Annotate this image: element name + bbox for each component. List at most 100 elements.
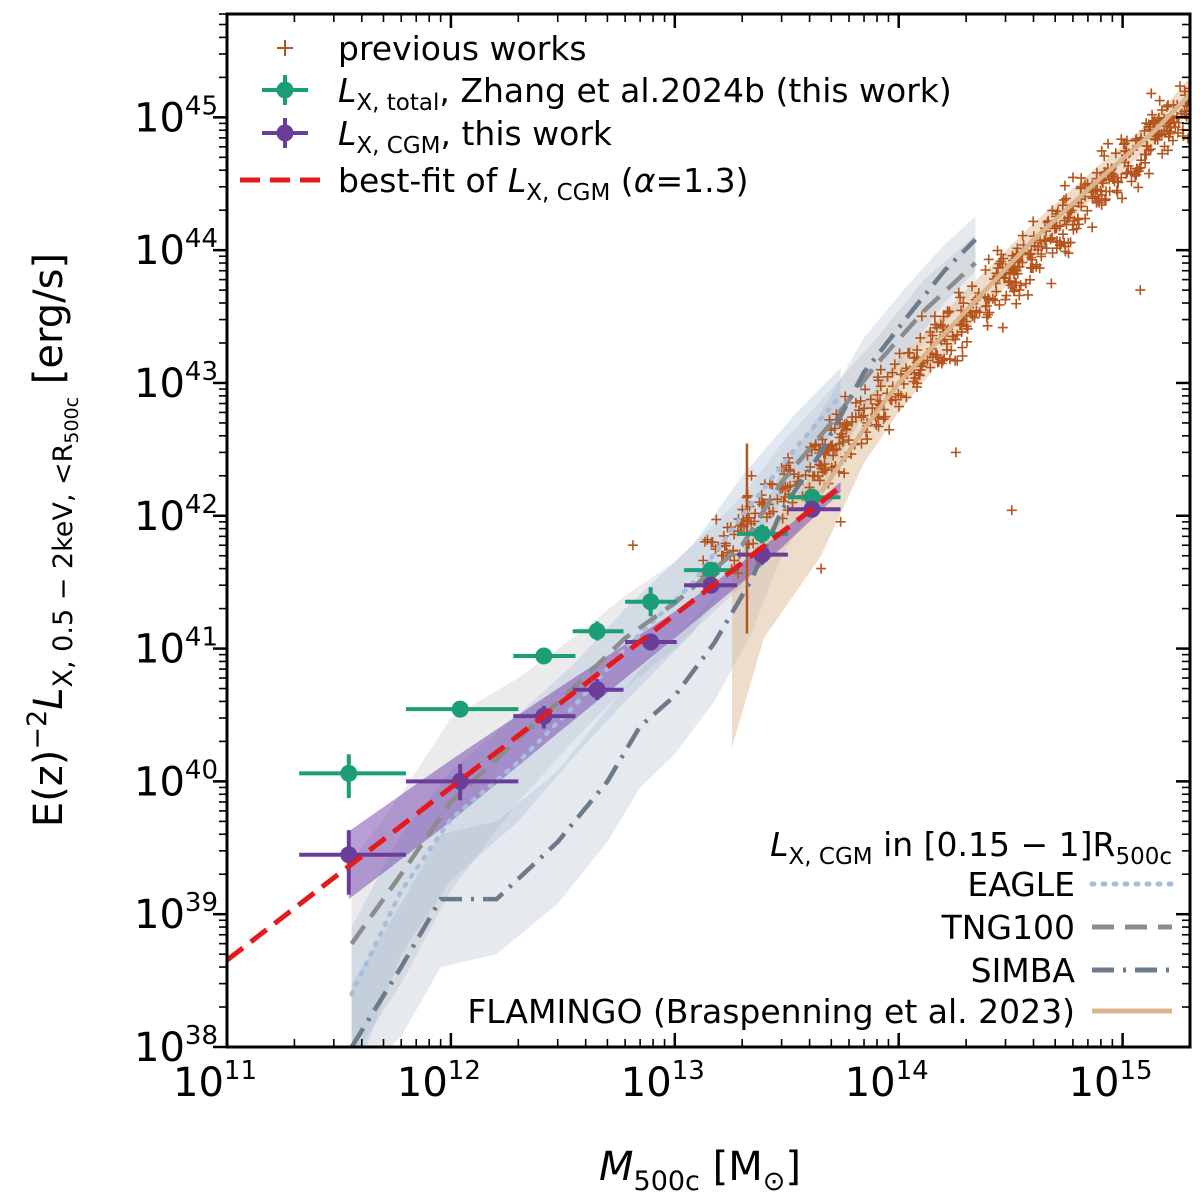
previous-works-point [952, 329, 963, 340]
previous-works-point [950, 334, 961, 345]
previous-works-point [967, 281, 977, 292]
previous-works-point [1082, 205, 1093, 216]
previous-works-point [1007, 283, 1018, 293]
svg-text:M500c [M⊙]: M500c [M⊙] [599, 1144, 801, 1197]
previous-works-point [1027, 254, 1038, 265]
legend-total-marker [276, 81, 294, 99]
previous-works-point [982, 320, 993, 331]
previous-works-point [880, 411, 891, 422]
previous-works-point [1116, 172, 1127, 183]
legend-total-label: LX, total, Zhang et al.2024b (this work) [338, 71, 952, 116]
previous-works-point [856, 438, 867, 449]
previous-works-point [1023, 289, 1033, 300]
y-tick-label-4: 1042 [134, 490, 218, 540]
previous-works-point [700, 536, 710, 547]
previous-works-point [1169, 117, 1179, 127]
previous-works-point [1090, 191, 1101, 202]
previous-works-point [1015, 280, 1026, 291]
previous-works-point [962, 323, 973, 334]
previous-works-point [1063, 237, 1074, 248]
previous-works-point [1117, 193, 1127, 204]
previous-works-point [1119, 138, 1130, 149]
x-tick-label-4: 1015 [1069, 1056, 1153, 1106]
y-tick-label-2: 1040 [134, 755, 218, 805]
previous-works-point [816, 563, 827, 574]
band-simba [351, 216, 976, 1047]
previous-works-point [1080, 179, 1090, 190]
previous-works-point [853, 405, 864, 416]
previous-works-point [1156, 130, 1167, 141]
previous-works-point [1107, 173, 1118, 184]
previous-works-point [750, 508, 761, 519]
previous-works-point [893, 388, 904, 399]
previous-works-point [1096, 145, 1107, 156]
legend-cgm-marker [276, 124, 294, 142]
previous-works-point [997, 322, 1008, 333]
previous-works-point [950, 447, 961, 458]
previous-works-point [1162, 145, 1173, 156]
previous-works-point [957, 342, 968, 353]
previous-works-point [901, 392, 912, 403]
previous-works-point [1076, 173, 1087, 184]
previous-works-point [749, 516, 760, 527]
previous-works-point [884, 424, 895, 435]
previous-works-point [1009, 262, 1020, 273]
previous-works-point [915, 332, 926, 343]
previous-works-point [992, 263, 1003, 273]
previous-works-point [1087, 222, 1098, 233]
previous-works-point [1006, 505, 1017, 516]
legend-previous-works-marker [277, 40, 293, 56]
previous-works-point [1017, 257, 1028, 268]
previous-works-point [817, 467, 828, 478]
previous-works-point [994, 258, 1005, 269]
previous-works-point [1154, 129, 1165, 140]
previous-works-point [729, 555, 740, 566]
previous-works-point [1103, 138, 1114, 149]
previous-works-point [929, 311, 940, 322]
previous-works-point [1140, 157, 1151, 168]
cgm-point-0 [340, 846, 358, 864]
previous-works-point [787, 497, 798, 508]
previous-works-point [983, 309, 993, 320]
previous-works-point [627, 540, 638, 551]
previous-works-point [1110, 148, 1121, 159]
y-tick-label-3: 1041 [134, 623, 218, 673]
previous-works-point [873, 421, 884, 432]
previous-works-point [720, 540, 731, 551]
previous-works-point [872, 372, 883, 383]
line-flamingo [819, 92, 1190, 494]
legend-tng100-label: TNG100 [941, 908, 1075, 947]
previous-works-point [984, 307, 995, 318]
previous-works-point [1058, 195, 1069, 205]
previous-works-point [944, 306, 955, 317]
previous-works-point [865, 394, 876, 405]
previous-works-point [1154, 95, 1165, 106]
previous-works-point [962, 336, 972, 347]
previous-works-point [1126, 176, 1137, 187]
previous-works-point [1062, 213, 1073, 224]
previous-works-point [809, 471, 820, 482]
previous-works-point [1165, 126, 1176, 137]
x-tick-label-0: 1011 [173, 1056, 257, 1106]
previous-works-point [1144, 168, 1154, 179]
previous-works-point [969, 312, 980, 323]
line-simba [349, 238, 977, 1047]
previous-works-point [913, 369, 924, 380]
previous-works-point [860, 384, 871, 395]
previous-works-point [1170, 122, 1181, 133]
previous-works-point [983, 254, 994, 265]
previous-works-point [1135, 285, 1146, 296]
previous-works-point [828, 450, 839, 461]
previous-works-point [835, 516, 846, 527]
legend-cgm-label: LX, CGM, this work [338, 114, 613, 159]
previous-works-point [1092, 184, 1103, 195]
previous-works-point [1047, 248, 1058, 258]
previous-works-point [1122, 167, 1133, 178]
previous-works-point [1118, 139, 1129, 150]
x-tick-label-3: 1014 [845, 1056, 929, 1106]
previous-works-point [856, 412, 867, 423]
total-point-3 [588, 622, 606, 640]
previous-works-point [1167, 135, 1178, 146]
previous-works-point [1100, 195, 1110, 206]
y-tick-label-6: 1044 [134, 224, 218, 274]
